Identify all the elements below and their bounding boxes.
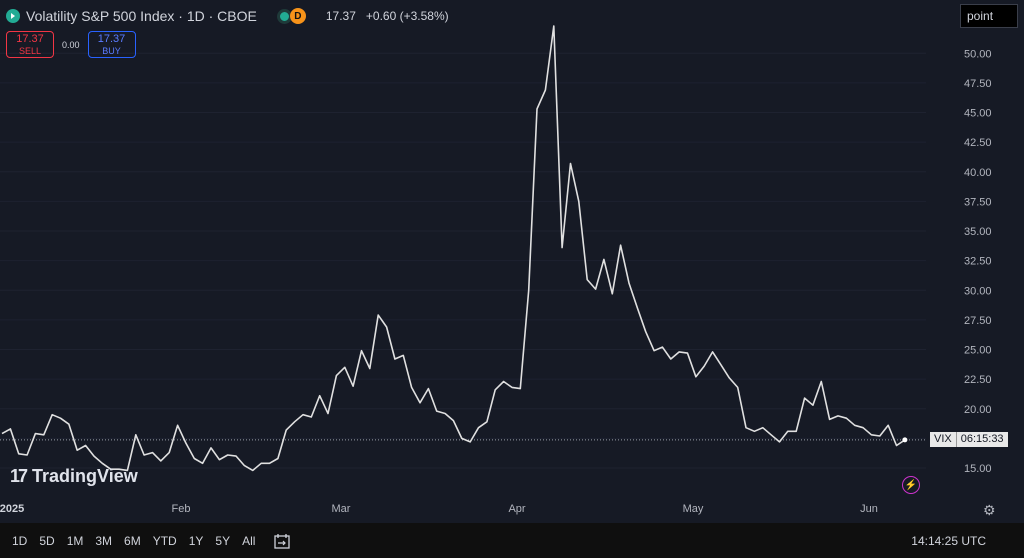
trade-panel: 17.37 SELL 0.00 17.37 BUY bbox=[6, 31, 136, 58]
play-icon[interactable] bbox=[6, 9, 20, 23]
vix-series-line bbox=[1, 25, 906, 472]
y-tick-label: 42.50 bbox=[964, 137, 992, 149]
x-tick-label: May bbox=[683, 503, 704, 515]
x-tick-label: Apr bbox=[508, 503, 525, 515]
sell-label: SELL bbox=[18, 45, 42, 56]
scale-mode-input[interactable]: point bbox=[960, 4, 1018, 28]
last-price-dot bbox=[902, 437, 908, 443]
price-chart[interactable]: 15.0017.5020.0022.5025.0027.5030.0032.50… bbox=[0, 0, 1024, 523]
range-3m[interactable]: 3M bbox=[95, 533, 113, 548]
lightning-icon[interactable]: ⚡ bbox=[902, 476, 920, 494]
sell-price: 17.37 bbox=[16, 32, 44, 45]
buy-label: BUY bbox=[102, 45, 121, 56]
y-tick-label: 50.00 bbox=[964, 48, 992, 60]
price-change: +0.60 (+3.58%) bbox=[365, 9, 449, 23]
market-status[interactable]: D bbox=[276, 8, 306, 24]
y-tick-label: 47.50 bbox=[964, 78, 992, 90]
y-tick-label: 37.50 bbox=[964, 196, 992, 208]
y-tick-label: 27.50 bbox=[964, 315, 992, 327]
utc-clock[interactable]: 14:14:25 UTC bbox=[911, 533, 986, 548]
tradingview-logo[interactable]: 17 TradingView bbox=[10, 466, 138, 487]
tradingview-wordmark: TradingView bbox=[32, 466, 138, 486]
range-ytd[interactable]: YTD bbox=[152, 533, 177, 548]
range-6m[interactable]: 6M bbox=[124, 533, 141, 548]
axis-symbol: VIX bbox=[934, 433, 952, 445]
y-tick-label: 40.00 bbox=[964, 167, 992, 179]
y-tick-label: 25.00 bbox=[964, 345, 992, 357]
bar-countdown: 06:15:33 bbox=[955, 432, 1008, 447]
y-tick-label: 22.50 bbox=[964, 374, 992, 386]
x-tick-label: Jun bbox=[860, 503, 878, 515]
range-1m[interactable]: 1M bbox=[66, 533, 84, 548]
x-tick-label: Mar bbox=[332, 503, 351, 515]
y-tick-label: 15.00 bbox=[964, 463, 992, 475]
range-1d[interactable]: 1D bbox=[12, 533, 28, 548]
x-tick-label: 2025 bbox=[0, 503, 24, 515]
tradingview-mark-icon: 17 bbox=[10, 466, 28, 486]
y-tick-label: 32.50 bbox=[964, 256, 992, 268]
sell-button[interactable]: 17.37 SELL bbox=[6, 31, 54, 58]
status-badge: D bbox=[289, 8, 306, 24]
y-tick-label: 20.00 bbox=[964, 404, 992, 416]
range-5d[interactable]: 5D bbox=[39, 533, 55, 548]
calendar-icon[interactable] bbox=[271, 530, 293, 552]
gear-icon[interactable]: ⚙ bbox=[983, 502, 996, 518]
buy-button[interactable]: 17.37 BUY bbox=[87, 31, 136, 58]
bottom-toolbar: 1D 5D 1M 3M 6M YTD 1Y 5Y All 14:14:25 UT… bbox=[0, 523, 1024, 558]
last-price: 17.37 bbox=[325, 9, 356, 23]
price-axis-label: VIX 06:15:33 bbox=[930, 432, 1008, 447]
chart-header: Volatility S&P 500 Index · 1D · CBOE D 1… bbox=[6, 6, 449, 26]
y-tick-label: 30.00 bbox=[964, 285, 992, 297]
range-1y[interactable]: 1Y bbox=[188, 533, 204, 548]
symbol-title[interactable]: Volatility S&P 500 Index · 1D · CBOE bbox=[26, 8, 257, 24]
x-tick-label: Feb bbox=[172, 503, 191, 515]
range-all[interactable]: All bbox=[242, 533, 256, 548]
y-tick-label: 35.00 bbox=[964, 226, 992, 238]
y-tick-label: 45.00 bbox=[964, 108, 992, 120]
range-5y[interactable]: 5Y bbox=[215, 533, 231, 548]
buy-price: 17.37 bbox=[97, 32, 126, 45]
spread-value: 0.00 bbox=[62, 39, 80, 50]
